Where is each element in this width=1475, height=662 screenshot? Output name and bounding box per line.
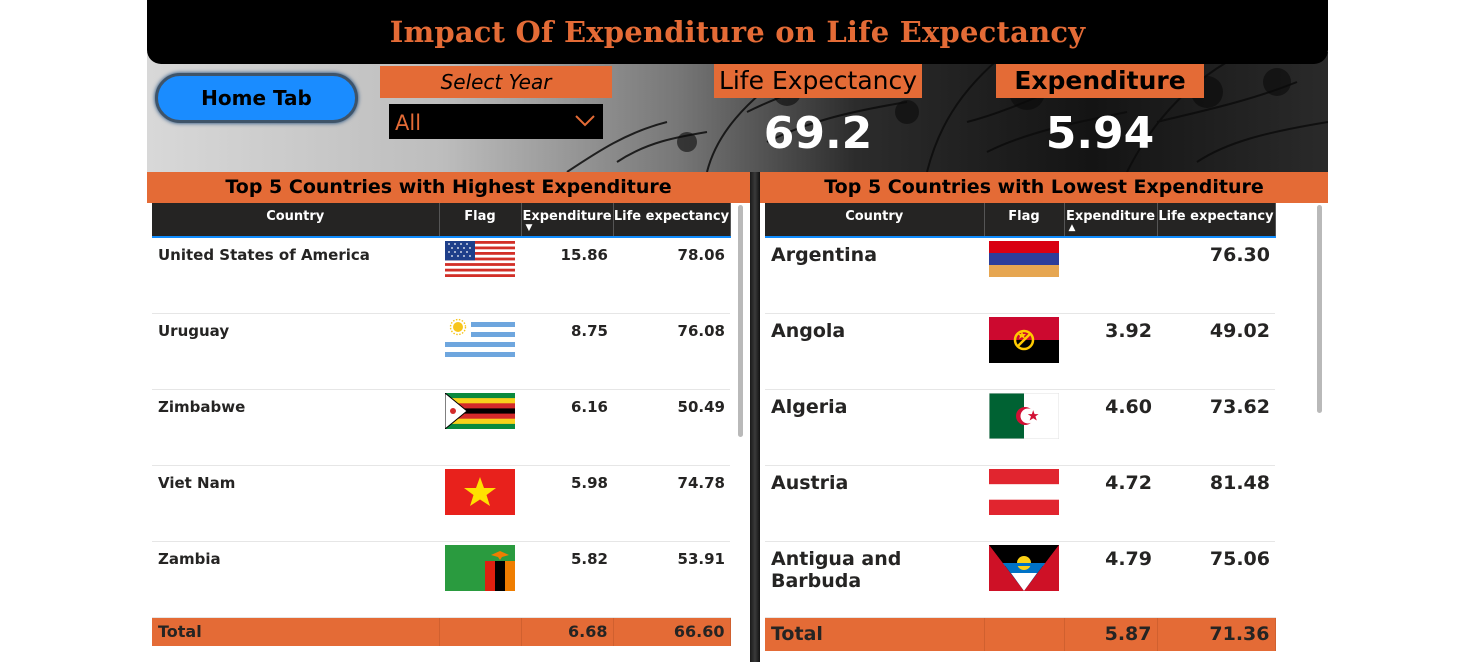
lowest-expenditure-table: Country Flag Expenditure ▲ Life expectanc… xyxy=(765,203,1276,651)
usa-flag-icon xyxy=(445,241,515,277)
austria-flag-icon xyxy=(989,468,1059,515)
expenditure-kpi-value: 5.94 xyxy=(1045,108,1155,159)
life-expectancy-cell: 50.49 xyxy=(613,389,730,466)
armenia-flag-icon xyxy=(989,241,1059,277)
select-year-label: Select Year xyxy=(380,66,612,98)
total-life-expectancy: 71.36 xyxy=(1157,617,1276,651)
angola-flag-icon xyxy=(989,316,1059,363)
total-label: Total xyxy=(765,617,985,651)
highest-expenditure-title: Top 5 Countries with Highest Expenditure xyxy=(147,172,750,203)
column-header-expenditure[interactable]: Expenditure ▲ xyxy=(1064,203,1158,238)
life-expectancy-cell: 78.06 xyxy=(613,237,730,314)
expenditure-cell: 8.75 xyxy=(521,313,613,390)
antigua-flag-icon xyxy=(989,544,1059,591)
table-row[interactable]: Viet Nam 5.98 74.78 xyxy=(152,465,730,542)
table-scrollbar[interactable] xyxy=(1317,205,1322,413)
expenditure-cell: 6.16 xyxy=(521,389,613,466)
column-header-expenditure[interactable]: Expenditure ▼ xyxy=(521,203,614,238)
table-row[interactable]: Austria 4.72 81.48 xyxy=(765,465,1275,542)
year-dropdown-value: All xyxy=(395,111,422,135)
expenditure-kpi-label: Expenditure xyxy=(996,64,1204,98)
zambia-flag-icon xyxy=(445,544,515,591)
life-expectancy-cell: 53.91 xyxy=(613,541,730,618)
report-title: Impact Of Expenditure on Life Expectancy xyxy=(389,15,1086,49)
country-cell: Algeria xyxy=(765,389,984,466)
table-row[interactable]: Uruguay 8.75 76.08 xyxy=(152,313,730,390)
life-expectancy-cell: 49.02 xyxy=(1157,313,1275,390)
lowest-expenditure-title: Top 5 Countries with Lowest Expenditure xyxy=(760,172,1328,203)
life-expectancy-kpi-label: Life Expectancy xyxy=(714,64,922,98)
panel-divider xyxy=(750,172,760,662)
year-dropdown[interactable]: All xyxy=(389,104,603,139)
table-scrollbar[interactable] xyxy=(738,205,743,437)
vietnam-flag-icon xyxy=(445,468,515,515)
table-row[interactable]: Argentina 76.30 xyxy=(765,237,1275,314)
country-cell: Argentina xyxy=(765,237,984,314)
total-expenditure: 6.68 xyxy=(521,617,614,646)
uruguay-flag-icon xyxy=(445,316,515,363)
country-cell: Angola xyxy=(765,313,984,390)
expenditure-cell: 5.82 xyxy=(521,541,613,618)
table-row[interactable]: United States of America 15.86 78.06 xyxy=(152,237,730,314)
life-expectancy-cell: 74.78 xyxy=(613,465,730,542)
total-label: Total xyxy=(152,617,440,646)
highest-expenditure-table: Country Flag Expenditure ▼ Life expectanc… xyxy=(152,203,731,646)
country-cell: United States of America xyxy=(152,237,439,314)
country-cell: Zimbabwe xyxy=(152,389,439,466)
expenditure-cell: 4.60 xyxy=(1064,389,1157,466)
table-row[interactable]: Angola 3.92 49.02 xyxy=(765,313,1275,390)
expenditure-cell: 4.72 xyxy=(1064,465,1157,542)
home-tab-button[interactable]: Home Tab xyxy=(155,73,358,123)
life-expectancy-cell: 76.30 xyxy=(1157,237,1275,314)
expenditure-cell: 5.98 xyxy=(521,465,613,542)
column-header-expenditure-label: Expenditure xyxy=(522,209,612,224)
table-row[interactable]: Antigua and Barbuda 4. xyxy=(765,541,1275,618)
table-row[interactable]: Zimbabwe 6.16 50.49 xyxy=(152,389,730,466)
life-expectancy-kpi-value: 69.2 xyxy=(763,108,873,159)
sort-ascending-icon: ▲ xyxy=(1068,223,1076,233)
country-cell: Antigua and Barbuda xyxy=(765,541,984,618)
lowest-expenditure-panel: Top 5 Countries with Lowest Expenditure … xyxy=(760,172,1328,662)
total-expenditure: 5.87 xyxy=(1064,617,1158,651)
column-header-life-expectancy[interactable]: Life expectancy xyxy=(613,203,731,238)
life-expectancy-cell: 75.06 xyxy=(1157,541,1275,618)
life-expectancy-cell: 76.08 xyxy=(613,313,730,390)
life-expectancy-cell: 73.62 xyxy=(1157,389,1275,466)
column-header-country[interactable]: Country xyxy=(765,203,985,238)
expenditure-cell xyxy=(1064,237,1157,314)
column-header-life-expectancy[interactable]: Life expectancy xyxy=(1157,203,1276,238)
expenditure-cell: 3.92 xyxy=(1064,313,1157,390)
report-canvas: Impact Of Expenditure on Life Expectancy… xyxy=(147,0,1328,662)
table-row[interactable]: Algeria 4.60 73.62 xyxy=(765,389,1275,466)
country-cell: Zambia xyxy=(152,541,439,618)
highest-expenditure-panel: Top 5 Countries with Highest Expenditure… xyxy=(147,172,750,662)
country-cell: Viet Nam xyxy=(152,465,439,542)
sort-descending-icon: ▼ xyxy=(525,223,533,233)
total-life-expectancy: 66.60 xyxy=(613,617,731,646)
table-row[interactable]: Zambia 5.82 53.91 xyxy=(152,541,730,618)
algeria-flag-icon xyxy=(989,392,1059,439)
column-header-country[interactable]: Country xyxy=(152,203,440,238)
country-cell: Uruguay xyxy=(152,313,439,390)
column-header-flag[interactable]: Flag xyxy=(439,203,522,238)
chevron-down-icon xyxy=(573,108,597,137)
column-header-expenditure-label: Expenditure xyxy=(1065,209,1156,224)
life-expectancy-cell: 81.48 xyxy=(1157,465,1275,542)
country-cell: Austria xyxy=(765,465,984,542)
expenditure-cell: 4.79 xyxy=(1064,541,1157,618)
expenditure-cell: 15.86 xyxy=(521,237,613,314)
total-row: Total 6.68 66.60 xyxy=(152,617,731,646)
report-title-bar: Impact Of Expenditure on Life Expectancy xyxy=(147,0,1328,64)
zimbabwe-flag-icon xyxy=(445,392,515,429)
total-row: Total 5.87 71.36 xyxy=(765,617,1276,651)
column-header-flag[interactable]: Flag xyxy=(984,203,1065,238)
